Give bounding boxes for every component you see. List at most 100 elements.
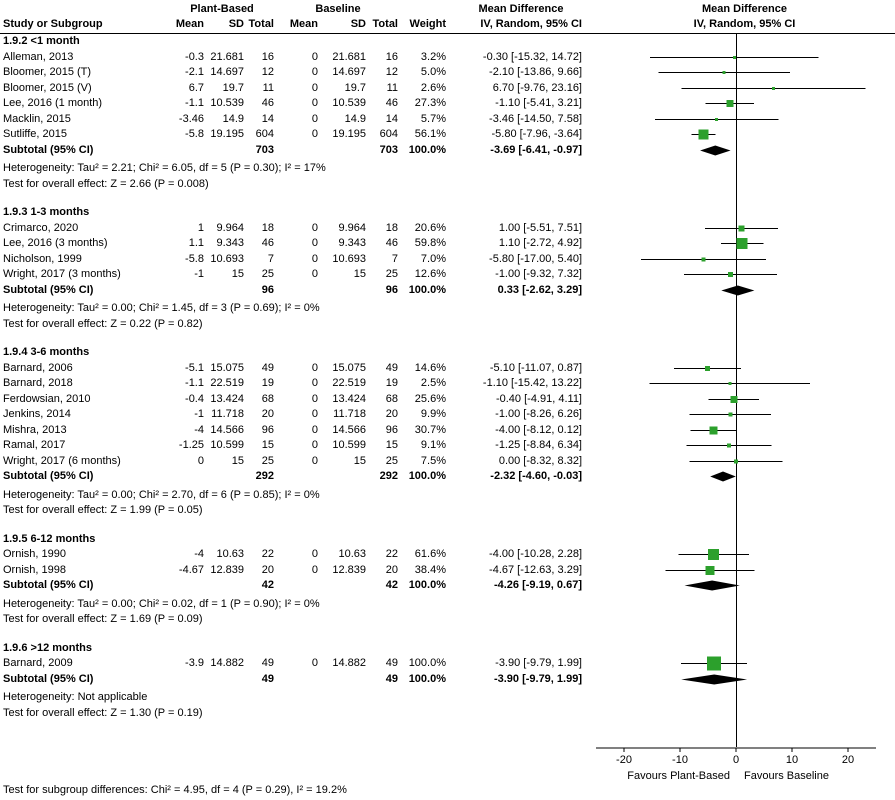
col-mean-difference-plot: Mean Difference bbox=[702, 3, 787, 15]
bl-total-cell: 16 bbox=[385, 50, 398, 63]
ci-text-cell: -2.10 [-13.86, 9.66] bbox=[489, 66, 582, 78]
heterogeneity-note: Heterogeneity: Tau² = 2.21; Chi² = 6.05,… bbox=[3, 162, 326, 174]
weight-cell: 56.1% bbox=[414, 128, 446, 140]
pb-mean-cell: -3.46 bbox=[178, 112, 204, 125]
plot-cell bbox=[594, 438, 895, 454]
study-row: Wright, 2017 (3 months) -1 15 25 0 15 25 12.6% -… bbox=[0, 267, 895, 283]
study-row: Bloomer, 2015 (V) 6.7 19.7 11 0 19.7 11 2.6% 6.7… bbox=[0, 81, 895, 97]
ci-text-cell: -4.00 [-8.12, 0.12] bbox=[495, 423, 582, 436]
pb-sd-cell bbox=[206, 672, 246, 688]
bl-sd-cell: 9.343 bbox=[338, 237, 366, 249]
effect-square bbox=[698, 129, 709, 140]
effect-square bbox=[732, 55, 736, 59]
study-row: Barnard, 2009 -3.9 14.882 49 0 14.882 49 100.0%… bbox=[0, 656, 895, 672]
ci-text-cell: -1.00 [-8.26, 6.26] bbox=[495, 408, 582, 420]
pb-total-cell: 96 bbox=[261, 283, 274, 296]
bl-mean-cell: 0 bbox=[311, 454, 318, 467]
plot-cell bbox=[594, 547, 895, 563]
bl-total-cell: 49 bbox=[385, 657, 398, 669]
pb-sd-cell: 10.539 bbox=[210, 97, 244, 109]
weight-cell: 2.6% bbox=[420, 81, 446, 94]
ci-plot bbox=[710, 471, 736, 482]
bl-total-cell: 42 bbox=[385, 579, 398, 591]
subgroup-title: 1.9.3 1-3 months bbox=[3, 206, 90, 218]
bl-sd-cell: 10.693 bbox=[332, 252, 366, 265]
pb-mean-cell: -0.3 bbox=[185, 50, 204, 63]
bl-total-cell: 14 bbox=[385, 112, 398, 125]
bl-total-cell: 15 bbox=[385, 439, 398, 451]
bl-total-cell: 68 bbox=[385, 392, 398, 405]
ci-plot bbox=[681, 86, 866, 90]
weight-cell: 100.0% bbox=[408, 283, 446, 296]
bl-sd-cell: 10.63 bbox=[338, 548, 366, 560]
favours-left-label: Favours Plant-Based bbox=[627, 770, 730, 782]
weight-cell: 9.9% bbox=[420, 408, 446, 420]
bl-sd-cell bbox=[320, 469, 368, 485]
subtotal-row: Subtotal (95% CI) 96 96 100.0% 0.33 [-2.62, … bbox=[0, 283, 895, 299]
bl-total-cell: 12 bbox=[385, 66, 398, 78]
ci-plot bbox=[649, 382, 810, 385]
pb-mean-cell: -2.1 bbox=[185, 66, 204, 78]
group-spacer bbox=[0, 332, 895, 345]
bl-sd-cell bbox=[320, 578, 368, 594]
plot-cell bbox=[594, 96, 895, 112]
effect-square bbox=[730, 395, 738, 403]
weight-cell: 7.5% bbox=[420, 454, 446, 467]
pb-total-cell: 703 bbox=[255, 143, 274, 156]
bl-mean-cell: 0 bbox=[311, 392, 318, 405]
effect-square bbox=[727, 272, 733, 277]
bl-mean-cell bbox=[276, 672, 320, 688]
bl-total-cell: 18 bbox=[385, 221, 398, 234]
plot-cell bbox=[594, 81, 895, 97]
weight-cell: 100.0% bbox=[408, 143, 446, 156]
study-row: Barnard, 2006 -5.1 15.075 49 0 15.075 49 14.6% -… bbox=[0, 361, 895, 377]
pb-total-cell: 46 bbox=[261, 237, 274, 249]
bl-total-cell: 20 bbox=[385, 408, 398, 420]
ci-plot bbox=[658, 71, 791, 74]
ci-plot bbox=[650, 55, 819, 59]
weight-cell: 12.6% bbox=[414, 268, 446, 280]
col-study-or-subgroup: Study or Subgroup bbox=[3, 18, 103, 30]
pb-total-cell: 25 bbox=[261, 454, 274, 467]
bl-mean-cell: 0 bbox=[311, 361, 318, 374]
pb-mean-cell: -1.1 bbox=[185, 377, 204, 389]
study-label: Crimarco, 2020 bbox=[3, 221, 79, 234]
ci-text-cell: -1.00 [-9.32, 7.32] bbox=[495, 268, 582, 280]
ci-text-cell: 1.10 [-2.72, 4.92] bbox=[498, 237, 582, 249]
pb-total-cell: 25 bbox=[261, 268, 274, 280]
bl-total-cell: 49 bbox=[385, 672, 398, 685]
bl-mean-cell: 0 bbox=[311, 439, 318, 451]
plot-cell bbox=[594, 252, 895, 268]
study-label: Sutliffe, 2015 bbox=[3, 128, 68, 140]
effect-square bbox=[728, 382, 732, 385]
pb-sd-cell bbox=[206, 143, 246, 159]
ci-text-cell: -0.40 [-4.91, 4.11] bbox=[495, 392, 582, 405]
header-row-columns: Study or Subgroup Mean SD Total Mean SD … bbox=[0, 17, 895, 32]
bl-sd-cell: 21.681 bbox=[332, 50, 366, 63]
pb-total-cell: 7 bbox=[267, 252, 274, 265]
ci-text-cell: -3.69 [-6.41, -0.97] bbox=[490, 143, 582, 156]
pb-total-cell: 20 bbox=[261, 408, 274, 420]
pb-total-cell: 292 bbox=[255, 470, 274, 482]
effect-square bbox=[704, 365, 710, 371]
overall-effect-note: Test for overall effect: Z = 0.22 (P = 0… bbox=[3, 317, 203, 330]
study-row: Lee, 2016 (1 month) -1.1 10.539 46 0 10.539 46… bbox=[0, 96, 895, 112]
study-label: Nicholson, 1999 bbox=[3, 252, 82, 265]
effect-square bbox=[728, 412, 733, 417]
ci-plot bbox=[691, 129, 716, 140]
bl-sd-cell bbox=[320, 283, 368, 299]
subtotal-row: Subtotal (95% CI) 292 292 100.0% -2.32 [-4.6… bbox=[0, 469, 895, 485]
ci-plot bbox=[721, 285, 755, 295]
subgroup-title: 1.9.2 <1 month bbox=[3, 35, 80, 47]
plot-cell bbox=[594, 376, 895, 392]
bl-mean-cell: 0 bbox=[311, 128, 318, 140]
bl-sd-cell: 14.882 bbox=[332, 657, 366, 669]
ci-plot bbox=[689, 412, 772, 417]
pb-sd-cell: 10.63 bbox=[216, 548, 244, 560]
bl-sd-cell: 15.075 bbox=[332, 361, 366, 374]
group-spacer bbox=[0, 192, 895, 205]
bl-total-cell: 46 bbox=[385, 237, 398, 249]
pb-sd-cell: 10.693 bbox=[210, 252, 244, 265]
plot-cell bbox=[594, 578, 895, 594]
col-group-plant-based: Plant-Based bbox=[190, 3, 254, 15]
